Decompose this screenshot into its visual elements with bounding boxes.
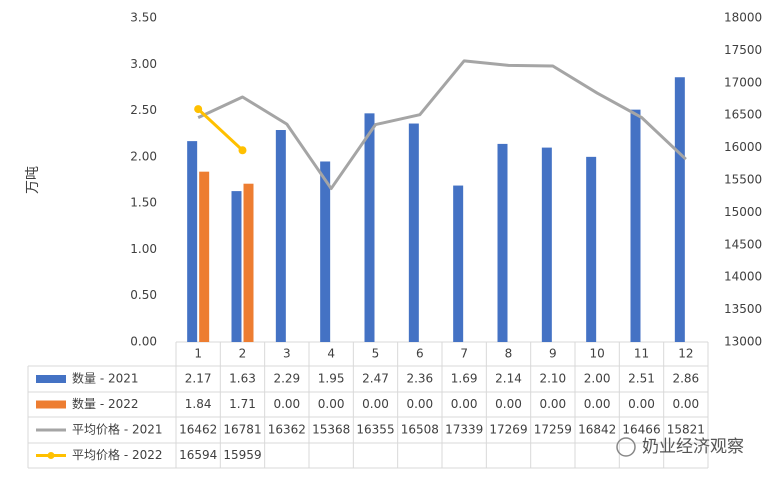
bar (586, 156, 597, 342)
table-cell: 16355 (356, 423, 394, 437)
table-cell: 15821 (667, 423, 705, 437)
x-tick-label: 3 (283, 347, 291, 361)
bar (243, 183, 254, 342)
line (197, 108, 244, 152)
bar (541, 147, 552, 342)
table-cell: 0.00 (628, 397, 655, 411)
table-cell: 2.29 (273, 372, 300, 386)
y2-tick-label: 18000 (724, 11, 762, 25)
y-tick-label: 0.50 (130, 288, 157, 302)
legend-label: 数量 - 2021 (72, 371, 139, 386)
legend-label: 平均价格 - 2021 (72, 422, 163, 437)
legend-marker (47, 452, 55, 459)
table-cell: 1.84 (185, 397, 212, 411)
line (197, 59, 687, 191)
y-tick-label: 1.50 (130, 196, 157, 210)
table-cell: 0.00 (495, 397, 522, 411)
y-tick-label: 3.00 (130, 57, 157, 71)
line-marker (194, 105, 203, 114)
y-tick-label: 3.50 (130, 11, 157, 25)
table-cell: 0.00 (362, 397, 389, 411)
table-cell: 2.86 (672, 372, 699, 386)
table-cell: 16508 (401, 423, 439, 437)
x-tick-label: 12 (678, 347, 693, 361)
bar (275, 130, 286, 342)
table-cell: 0.00 (451, 397, 478, 411)
legend-label: 平均价格 - 2022 (72, 447, 163, 462)
table-cell: 1.95 (318, 372, 345, 386)
table-cell: 15368 (312, 423, 350, 437)
table-cell: 2.47 (362, 372, 389, 386)
table-cell: 1.71 (229, 397, 256, 411)
bar (674, 77, 685, 342)
table-cell: 16362 (268, 423, 306, 437)
table-cell: 1.63 (229, 372, 256, 386)
table-cell: 0.00 (406, 397, 433, 411)
x-tick-label: 7 (460, 347, 468, 361)
legend-label: 数量 - 2022 (72, 396, 139, 411)
legend-swatch (36, 400, 66, 409)
bar (453, 185, 464, 342)
table-cell: 0.00 (584, 397, 611, 411)
x-tick-label: 6 (416, 347, 424, 361)
x-tick-label: 11 (634, 347, 649, 361)
x-tick-label: 10 (590, 347, 605, 361)
table-cell: 0.00 (273, 397, 300, 411)
x-tick-label: 5 (372, 347, 380, 361)
table-cell: 0.00 (672, 397, 699, 411)
bar (497, 143, 508, 342)
y2-tick-label: 17500 (724, 43, 762, 57)
y-tick-label: 2.00 (130, 149, 157, 163)
table-cell: 16462 (179, 423, 217, 437)
watermark: 奶业经济观察 (616, 437, 744, 457)
x-tick-label: 2 (239, 347, 247, 361)
x-tick-label: 8 (505, 347, 513, 361)
bar (364, 113, 375, 342)
y2-tick-label: 14500 (724, 237, 762, 251)
table-cell: 0.00 (539, 397, 566, 411)
table-cell: 16842 (578, 423, 616, 437)
y-tick-label: 0.00 (130, 335, 157, 349)
y2-tick-label: 15500 (724, 173, 762, 187)
x-tick-label: 4 (327, 347, 335, 361)
table-cell: 16466 (622, 423, 660, 437)
y2-tick-label: 15000 (724, 205, 762, 219)
y2-tick-label: 14000 (724, 270, 762, 284)
table-cell: 2.17 (185, 372, 212, 386)
table-cell: 2.14 (495, 372, 522, 386)
table-cell: 16594 (179, 448, 217, 462)
y2-tick-label: 13500 (724, 302, 762, 316)
legend-swatch (36, 375, 66, 383)
table-cell: 17269 (489, 423, 527, 437)
table-cell: 0.00 (318, 397, 345, 411)
bar (630, 109, 641, 342)
table-cell: 15959 (223, 448, 261, 462)
table-cell: 17259 (534, 423, 572, 437)
y2-tick-label: 17000 (724, 75, 762, 89)
table-cell: 2.51 (628, 372, 655, 386)
table-cell: 2.36 (406, 372, 433, 386)
y2-tick-label: 13000 (724, 335, 762, 349)
table-cell: 17339 (445, 423, 483, 437)
y-tick-label: 2.50 (130, 103, 157, 117)
watermark-text: 奶业经济观察 (642, 437, 744, 457)
bar (320, 161, 331, 342)
line-marker (238, 146, 247, 155)
bar (199, 171, 210, 342)
table-cell: 2.10 (539, 372, 566, 386)
table-cell: 1.69 (451, 372, 478, 386)
table-cell: 16781 (223, 423, 261, 437)
y2-tick-label: 16500 (724, 108, 762, 122)
bar (231, 191, 242, 342)
bar (408, 123, 419, 342)
x-tick-label: 1 (194, 347, 202, 361)
y-tick-label: 1.00 (130, 242, 157, 256)
bar (187, 141, 198, 342)
table-cell: 2.00 (584, 372, 611, 386)
watermark-icon (616, 437, 636, 457)
x-tick-label: 9 (549, 347, 557, 361)
y2-tick-label: 16000 (724, 140, 762, 154)
y-axis-label: 万吨 (25, 166, 41, 194)
